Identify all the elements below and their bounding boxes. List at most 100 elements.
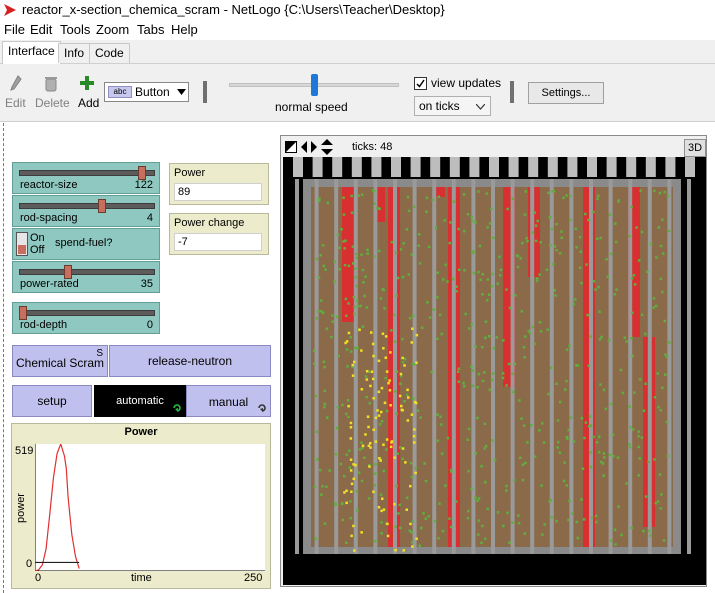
- automatic-button[interactable]: automatic: [94, 385, 186, 417]
- manual-button[interactable]: manual: [186, 385, 271, 417]
- add-button[interactable]: Add: [78, 96, 99, 110]
- slider-rod-spacing[interactable]: rod-spacing 4: [12, 195, 160, 227]
- slider-thumb[interactable]: [98, 199, 106, 213]
- slider-rod-depth[interactable]: rod-depth 0: [12, 302, 160, 334]
- neutron: [350, 469, 353, 472]
- rod-slot: [626, 157, 636, 177]
- switch-toggle[interactable]: [16, 232, 28, 256]
- fuel-particle: [347, 399, 350, 402]
- menu-help[interactable]: Help: [171, 22, 198, 37]
- update-mode-select[interactable]: on ticks: [414, 96, 491, 116]
- fuel-particle: [402, 361, 405, 364]
- menu-tools[interactable]: Tools: [60, 22, 90, 37]
- slider-value: 35: [141, 278, 153, 290]
- fuel-particle: [345, 413, 348, 416]
- neutron: [383, 508, 386, 511]
- rod-slot: [489, 157, 499, 177]
- slider-thumb[interactable]: [138, 166, 146, 180]
- delete-button[interactable]: Delete: [35, 96, 70, 110]
- neutron: [386, 370, 389, 373]
- tab-interface[interactable]: Interface: [2, 41, 61, 64]
- 3d-button[interactable]: 3D: [684, 139, 706, 157]
- menu-tabs[interactable]: Tabs: [137, 22, 164, 37]
- fuel-particle: [452, 278, 455, 281]
- rod-channel: [354, 179, 358, 554]
- fuel-particle: [350, 336, 353, 339]
- fuel-particle: [412, 315, 415, 318]
- release-neutron-button[interactable]: release-neutron: [109, 345, 271, 377]
- fuel-particle: [458, 368, 461, 371]
- slider-thumb[interactable]: [19, 306, 27, 320]
- fuel-particle: [529, 332, 532, 335]
- switch-spend-fuel[interactable]: On Off spend-fuel?: [12, 228, 160, 260]
- tab-info[interactable]: Info: [58, 43, 90, 63]
- fuel-particle: [486, 299, 489, 302]
- fuel-particle: [505, 288, 508, 291]
- rod-slot: [646, 157, 656, 177]
- fuel-particle: [614, 222, 617, 225]
- fuel-particle: [552, 263, 555, 266]
- world-view[interactable]: [283, 157, 706, 585]
- fuel-particle: [354, 276, 357, 279]
- neutron: [381, 387, 384, 390]
- tab-code[interactable]: Code: [89, 43, 130, 63]
- fuel-particle: [378, 250, 381, 253]
- fuel-particle: [465, 313, 468, 316]
- fuel-particle: [641, 436, 644, 439]
- neutron: [372, 378, 375, 381]
- fuel-particle: [566, 436, 569, 439]
- neutron: [409, 523, 412, 526]
- fuel-particle: [667, 195, 670, 198]
- slider-label: power-rated: [20, 278, 79, 290]
- neutron: [411, 413, 414, 416]
- fuel-particle: [413, 206, 416, 209]
- fuel-particle: [323, 265, 326, 268]
- menu-edit[interactable]: Edit: [30, 22, 52, 37]
- view-updates-checkbox[interactable]: [414, 77, 427, 90]
- fuel-particle: [412, 363, 415, 366]
- fuel-particle: [351, 212, 354, 215]
- fuel-particle: [566, 348, 569, 351]
- edit-button[interactable]: Edit: [5, 96, 26, 110]
- rod-channel: [413, 179, 417, 554]
- rod-channel: [393, 179, 397, 554]
- fuel-particle: [547, 192, 550, 195]
- fuel-particle: [506, 208, 509, 211]
- neutron: [378, 391, 381, 394]
- fuel-particle: [361, 194, 364, 197]
- fuel-particle: [373, 202, 376, 205]
- vertical-arrows-icon: [321, 139, 333, 155]
- fuel-particle: [630, 206, 633, 209]
- plot-x-label: time: [131, 572, 152, 584]
- fuel-particle: [378, 208, 381, 211]
- settings-button[interactable]: Settings...: [528, 82, 604, 104]
- slider-thumb[interactable]: [64, 265, 72, 279]
- fuel-particle: [603, 389, 606, 392]
- fuel-particle: [603, 456, 606, 459]
- fuel-particle: [580, 251, 583, 254]
- chevron-down-icon: [177, 89, 186, 95]
- neutron: [406, 389, 409, 392]
- fuel-particle: [583, 437, 586, 440]
- fuel-particle: [633, 391, 636, 394]
- setup-button[interactable]: setup: [12, 385, 92, 417]
- fuel-particle: [448, 242, 451, 245]
- chemical-scram-button[interactable]: Chemical Scram S: [12, 345, 108, 377]
- widget-type-select[interactable]: abc Button: [104, 82, 189, 102]
- fuel-particle: [598, 311, 601, 314]
- fuel-particle: [476, 386, 479, 389]
- slider-value: 122: [135, 179, 153, 191]
- neutron: [372, 491, 375, 494]
- slider-value: 0: [147, 319, 153, 331]
- fuel-particle: [631, 527, 634, 530]
- slider-power-rated[interactable]: power-rated 35: [12, 261, 160, 293]
- menu-file[interactable]: File: [4, 22, 25, 37]
- fuel-particle: [533, 211, 536, 214]
- neutron: [366, 370, 369, 373]
- fuel-particle: [356, 490, 359, 493]
- fuel-particle: [338, 355, 341, 358]
- neutron: [368, 465, 371, 468]
- speed-slider-thumb[interactable]: [311, 74, 318, 96]
- menu-zoom[interactable]: Zoom: [96, 22, 129, 37]
- slider-reactor-size[interactable]: reactor-size 122: [12, 162, 160, 194]
